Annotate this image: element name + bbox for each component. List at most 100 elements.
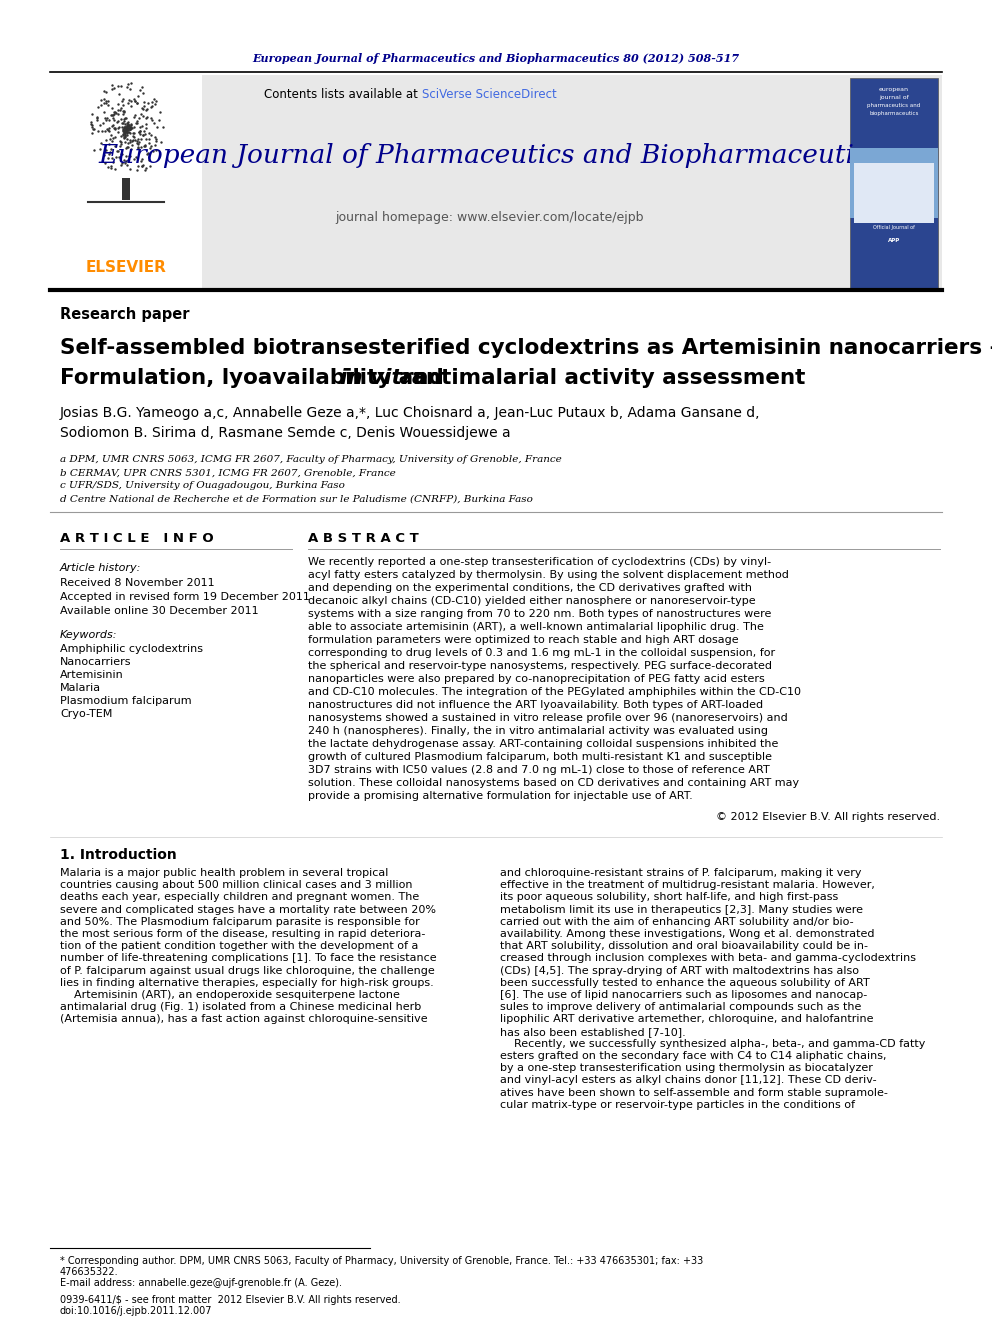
Point bbox=[131, 120, 147, 142]
Point bbox=[127, 130, 143, 151]
Text: antimalarial activity assessment: antimalarial activity assessment bbox=[405, 368, 806, 388]
Text: and chloroquine-resistant strains of P. falciparum, making it very: and chloroquine-resistant strains of P. … bbox=[500, 868, 861, 878]
Text: and CD-C10 molecules. The integration of the PEGylated amphiphiles within the CD: and CD-C10 molecules. The integration of… bbox=[308, 687, 801, 697]
Point bbox=[143, 138, 159, 159]
Point bbox=[118, 146, 134, 167]
Point bbox=[135, 124, 151, 146]
Point bbox=[98, 130, 114, 151]
Text: european: european bbox=[879, 87, 909, 93]
Text: Recently, we successfully synthesized alpha-, beta-, and gamma-CD fatty: Recently, we successfully synthesized al… bbox=[500, 1039, 926, 1049]
Point bbox=[147, 93, 163, 114]
Text: deaths each year, especially children and pregnant women. The: deaths each year, especially children an… bbox=[60, 893, 420, 902]
Point bbox=[125, 126, 141, 147]
Point bbox=[118, 151, 134, 172]
Point bbox=[144, 91, 160, 112]
Point bbox=[120, 118, 136, 139]
Point bbox=[121, 118, 137, 139]
Point bbox=[104, 148, 120, 169]
Point bbox=[122, 118, 138, 139]
Point bbox=[110, 140, 126, 161]
Text: ELSEVIER: ELSEVIER bbox=[85, 261, 167, 275]
Point bbox=[105, 105, 121, 126]
Point bbox=[136, 155, 152, 176]
Point bbox=[131, 107, 147, 128]
Point bbox=[113, 153, 129, 175]
Point bbox=[138, 136, 154, 157]
Point bbox=[102, 157, 118, 179]
Text: cular matrix-type or reservoir-type particles in the conditions of: cular matrix-type or reservoir-type part… bbox=[500, 1099, 855, 1110]
Text: and 50%. The Plasmodium falciparum parasite is responsible for: and 50%. The Plasmodium falciparum paras… bbox=[60, 917, 420, 927]
Text: d Centre National de Recherche et de Formation sur le Paludisme (CNRFP), Burkina: d Centre National de Recherche et de For… bbox=[60, 495, 533, 504]
Point bbox=[108, 147, 124, 168]
Text: (Artemisia annua), has a fast action against chloroquine-sensitive: (Artemisia annua), has a fast action aga… bbox=[60, 1015, 428, 1024]
Point bbox=[100, 95, 116, 116]
Point bbox=[117, 122, 133, 143]
Point bbox=[111, 83, 127, 105]
Point bbox=[138, 114, 154, 135]
Point bbox=[134, 136, 150, 157]
Text: sules to improve delivery of antimalarial compounds such as the: sules to improve delivery of antimalaria… bbox=[500, 1003, 861, 1012]
Point bbox=[116, 102, 132, 123]
Point bbox=[119, 122, 135, 143]
Point bbox=[119, 136, 135, 157]
Point bbox=[119, 120, 135, 142]
Point bbox=[119, 119, 135, 140]
Point bbox=[116, 122, 132, 143]
Point bbox=[104, 105, 120, 126]
Point bbox=[117, 126, 133, 147]
Text: European Journal of Pharmaceutics and Biopharmaceutics: European Journal of Pharmaceutics and Bi… bbox=[98, 143, 882, 168]
Point bbox=[106, 103, 122, 124]
Point bbox=[114, 112, 130, 134]
Point bbox=[118, 118, 134, 139]
Point bbox=[146, 140, 162, 161]
Point bbox=[118, 120, 134, 142]
Point bbox=[115, 119, 131, 140]
Text: © 2012 Elsevier B.V. All rights reserved.: © 2012 Elsevier B.V. All rights reserved… bbox=[716, 812, 940, 822]
Point bbox=[147, 135, 163, 156]
Point bbox=[116, 101, 132, 122]
Text: availability. Among these investigations, Wong et al. demonstrated: availability. Among these investigations… bbox=[500, 929, 875, 939]
Point bbox=[144, 95, 160, 116]
Text: E-mail address: annabelle.geze@ujf-grenoble.fr (A. Geze).: E-mail address: annabelle.geze@ujf-greno… bbox=[60, 1278, 342, 1289]
Point bbox=[132, 79, 148, 101]
Point bbox=[115, 123, 131, 144]
Point bbox=[123, 114, 139, 135]
Point bbox=[121, 146, 137, 167]
Point bbox=[136, 120, 152, 142]
Bar bbox=[850, 78, 938, 288]
Point bbox=[117, 131, 133, 152]
Point bbox=[130, 134, 146, 155]
Point bbox=[99, 118, 115, 139]
Text: able to associate artemisinin (ART), a well-known antimalarial lipophilic drug. : able to associate artemisinin (ART), a w… bbox=[308, 622, 764, 632]
Point bbox=[129, 93, 145, 114]
Text: metabolism limit its use in therapeutics [2,3]. Many studies were: metabolism limit its use in therapeutics… bbox=[500, 905, 863, 914]
Point bbox=[122, 119, 138, 140]
Text: number of life-threatening complications [1]. To face the resistance: number of life-threatening complications… bbox=[60, 954, 436, 963]
Point bbox=[110, 118, 126, 139]
Text: formulation parameters were optimized to reach stable and high ART dosage: formulation parameters were optimized to… bbox=[308, 635, 739, 646]
Point bbox=[129, 112, 145, 134]
Point bbox=[121, 115, 137, 136]
Point bbox=[101, 120, 117, 142]
Point bbox=[144, 136, 160, 157]
Point bbox=[136, 106, 152, 127]
Point bbox=[118, 138, 134, 159]
Point bbox=[135, 98, 151, 119]
Point bbox=[125, 130, 141, 151]
Point bbox=[107, 159, 123, 180]
Point bbox=[84, 114, 100, 135]
Point bbox=[136, 136, 152, 157]
Text: been successfully tested to enhance the aqueous solubility of ART: been successfully tested to enhance the … bbox=[500, 978, 870, 988]
Point bbox=[101, 128, 117, 149]
Point bbox=[129, 146, 145, 167]
Point bbox=[130, 85, 146, 106]
Text: nanoparticles were also prepared by co-nanoprecipitation of PEG fatty acid ester: nanoparticles were also prepared by co-n… bbox=[308, 673, 765, 684]
Text: journal homepage: www.elsevier.com/locate/ejpb: journal homepage: www.elsevier.com/locat… bbox=[335, 212, 644, 225]
Point bbox=[104, 127, 120, 148]
Point bbox=[139, 107, 155, 128]
Point bbox=[116, 116, 132, 138]
Point bbox=[126, 116, 142, 138]
Point bbox=[115, 112, 131, 134]
Point bbox=[105, 107, 121, 128]
Text: its poor aqueous solubility, short half-life, and high first-pass: its poor aqueous solubility, short half-… bbox=[500, 893, 838, 902]
